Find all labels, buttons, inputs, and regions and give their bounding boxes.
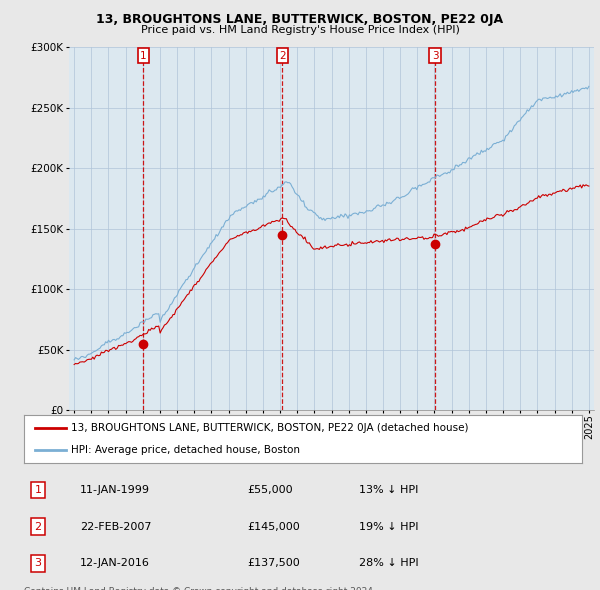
Text: 19% ↓ HPI: 19% ↓ HPI — [359, 522, 418, 532]
Text: 28% ↓ HPI: 28% ↓ HPI — [359, 558, 418, 568]
Text: £145,000: £145,000 — [247, 522, 300, 532]
Text: 13, BROUGHTONS LANE, BUTTERWICK, BOSTON, PE22 0JA (detached house): 13, BROUGHTONS LANE, BUTTERWICK, BOSTON,… — [71, 423, 469, 433]
Text: 12-JAN-2016: 12-JAN-2016 — [80, 558, 149, 568]
Text: £55,000: £55,000 — [247, 485, 293, 495]
Text: 1: 1 — [34, 485, 41, 495]
Text: 2: 2 — [279, 51, 286, 61]
Text: Contains HM Land Registry data © Crown copyright and database right 2024.
This d: Contains HM Land Registry data © Crown c… — [24, 587, 376, 590]
Text: Price paid vs. HM Land Registry's House Price Index (HPI): Price paid vs. HM Land Registry's House … — [140, 25, 460, 35]
Text: 13% ↓ HPI: 13% ↓ HPI — [359, 485, 418, 495]
Text: HPI: Average price, detached house, Boston: HPI: Average price, detached house, Bost… — [71, 445, 301, 455]
Text: 3: 3 — [432, 51, 439, 61]
Text: £137,500: £137,500 — [247, 558, 300, 568]
Text: 11-JAN-1999: 11-JAN-1999 — [80, 485, 150, 495]
Text: 1: 1 — [140, 51, 147, 61]
Text: 22-FEB-2007: 22-FEB-2007 — [80, 522, 151, 532]
Text: 13, BROUGHTONS LANE, BUTTERWICK, BOSTON, PE22 0JA: 13, BROUGHTONS LANE, BUTTERWICK, BOSTON,… — [97, 13, 503, 26]
Text: 2: 2 — [34, 522, 41, 532]
Text: 3: 3 — [34, 558, 41, 568]
